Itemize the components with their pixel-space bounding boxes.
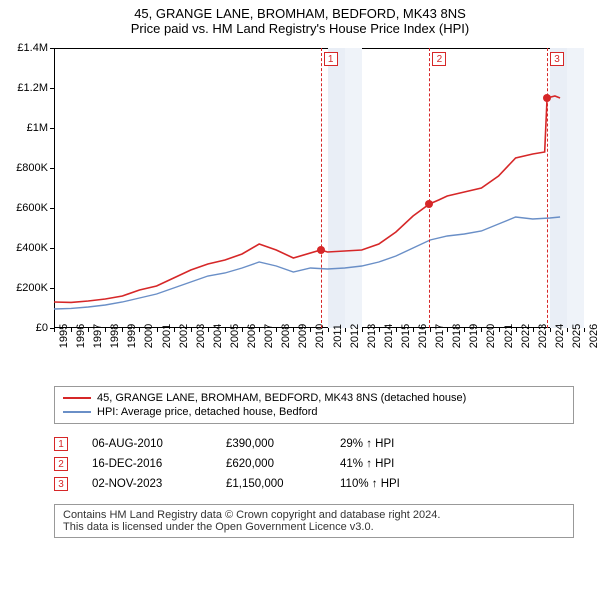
price-chart: £0£200K£400K£600K£800K£1M£1.2M£1.4M19951…	[6, 40, 594, 380]
chart-title-1: 45, GRANGE LANE, BROMHAM, BEDFORD, MK43 …	[6, 6, 594, 21]
footer-line-2: This data is licensed under the Open Gov…	[63, 521, 565, 533]
event-date: 02-NOV-2023	[92, 478, 202, 490]
event-row: 2 16-DEC-2016 £620,000 41% ↑ HPI	[54, 454, 574, 474]
event-marker-badge: 2	[432, 52, 446, 66]
event-delta: 110% ↑ HPI	[340, 478, 400, 490]
attribution-footer: Contains HM Land Registry data © Crown c…	[54, 504, 574, 538]
event-marker-dot	[425, 200, 433, 208]
event-marker-dot	[543, 94, 551, 102]
legend-swatch	[63, 397, 91, 399]
event-price: £620,000	[226, 458, 316, 470]
event-row: 1 06-AUG-2010 £390,000 29% ↑ HPI	[54, 434, 574, 454]
event-row: 3 02-NOV-2023 £1,150,000 110% ↑ HPI	[54, 474, 574, 494]
footer-line-1: Contains HM Land Registry data © Crown c…	[63, 509, 565, 521]
event-badge: 1	[54, 437, 68, 451]
event-delta: 29% ↑ HPI	[340, 438, 394, 450]
legend-row: HPI: Average price, detached house, Bedf…	[63, 405, 565, 419]
event-marker-line	[547, 48, 548, 328]
event-marker-badge: 3	[550, 52, 564, 66]
event-marker-dot	[317, 246, 325, 254]
event-badge: 3	[54, 477, 68, 491]
sale-events-table: 1 06-AUG-2010 £390,000 29% ↑ HPI 2 16-DEC-201…	[54, 434, 574, 494]
legend-label: HPI: Average price, detached house, Bedf…	[97, 406, 318, 418]
chart-title-block: 45, GRANGE LANE, BROMHAM, BEDFORD, MK43 …	[6, 6, 594, 36]
event-price: £390,000	[226, 438, 316, 450]
series-lines	[6, 40, 594, 380]
chart-title-2: Price paid vs. HM Land Registry's House …	[6, 21, 594, 36]
event-date: 06-AUG-2010	[92, 438, 202, 450]
event-date: 16-DEC-2016	[92, 458, 202, 470]
legend-row: 45, GRANGE LANE, BROMHAM, BEDFORD, MK43 …	[63, 391, 565, 405]
series-hpi	[54, 217, 560, 309]
event-marker-line	[321, 48, 322, 328]
event-price: £1,150,000	[226, 478, 316, 490]
chart-legend: 45, GRANGE LANE, BROMHAM, BEDFORD, MK43 …	[54, 386, 574, 424]
event-marker-badge: 1	[324, 52, 338, 66]
series-property_price	[54, 96, 560, 302]
event-badge: 2	[54, 457, 68, 471]
legend-label: 45, GRANGE LANE, BROMHAM, BEDFORD, MK43 …	[97, 392, 466, 404]
event-delta: 41% ↑ HPI	[340, 458, 394, 470]
event-marker-line	[429, 48, 430, 328]
legend-swatch	[63, 411, 91, 413]
